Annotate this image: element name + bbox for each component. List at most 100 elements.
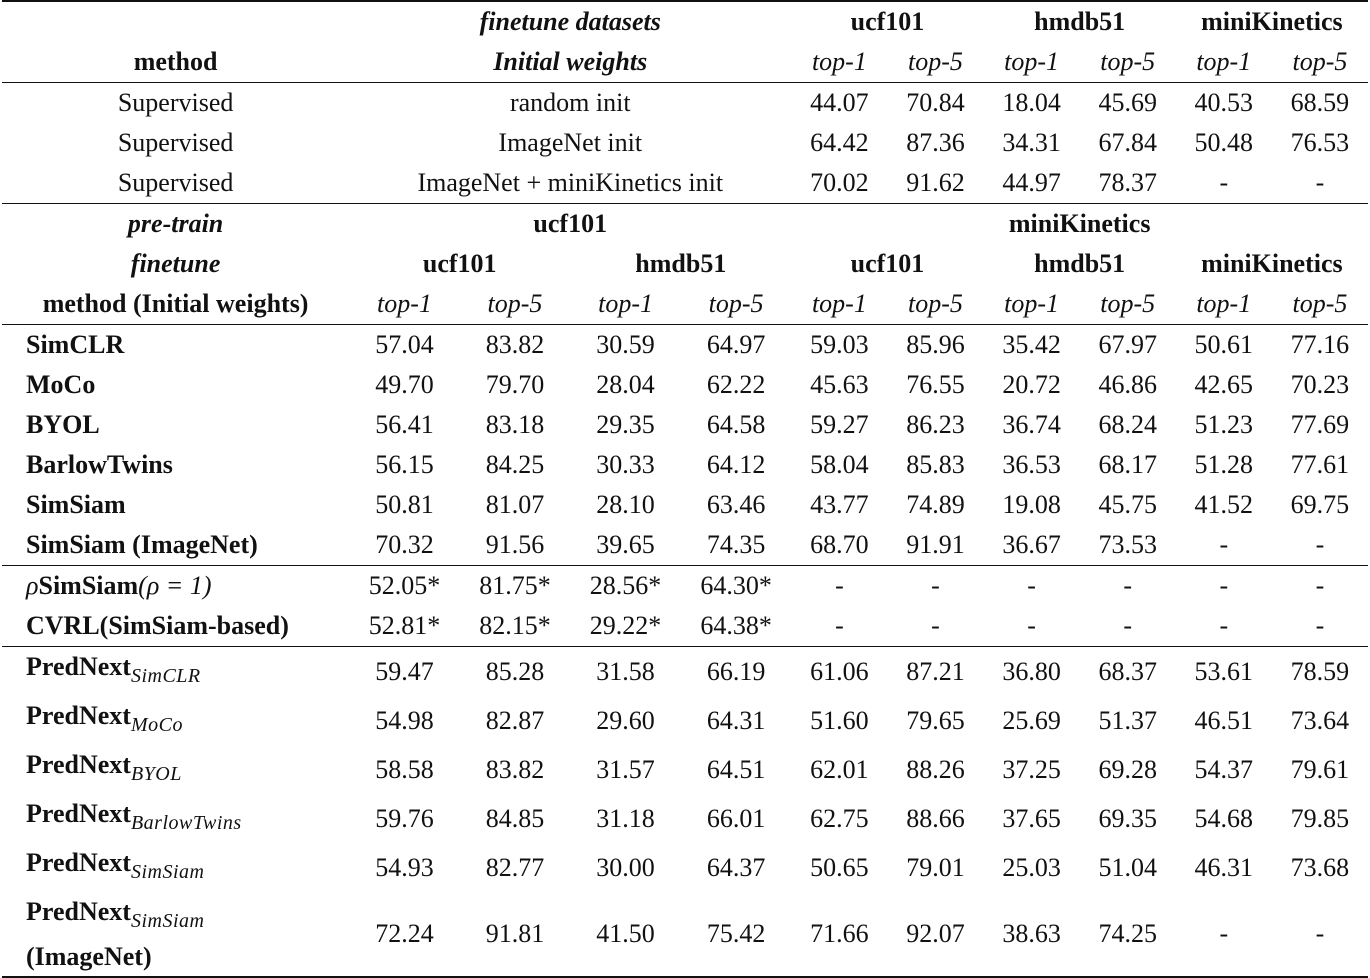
value-cell: - <box>791 565 888 606</box>
value-cell: 87.21 <box>887 646 984 696</box>
metric-header: top-5 <box>1292 289 1348 318</box>
value-cell: - <box>1271 892 1368 978</box>
metric-header: top-1 <box>1004 47 1060 76</box>
value-cell: 56.15 <box>375 450 434 479</box>
value-cell: 76.53 <box>1290 128 1350 157</box>
dataset-group-header: ucf101 <box>791 0 984 42</box>
table-row: SimSiam (ImageNet) 70.32 91.56 39.65 74.35 68… <box>2 525 1368 566</box>
table-row: Supervised ImageNet init 64.42 87.36 34.31 67… <box>2 123 1368 163</box>
value-cell: 54.98 <box>375 705 434 735</box>
value-cell: 36.67 <box>1002 530 1061 559</box>
metric-header: top-5 <box>1100 47 1156 76</box>
value-cell: - <box>1027 611 1036 640</box>
method-name: PredNext <box>26 799 131 828</box>
metric-header: top-1 <box>811 289 867 318</box>
value-cell: 63.46 <box>706 490 766 519</box>
value-cell: 79.85 <box>1290 803 1350 833</box>
finetune-datasets-label: finetune datasets <box>349 0 792 42</box>
value-cell: 51.04 <box>1098 852 1157 882</box>
dataset-group-header: miniKinetics <box>1175 0 1368 42</box>
finetune-group-header: ucf101 <box>850 249 925 278</box>
method-cell: PredNextSimSiam (ImageNet) <box>2 892 350 978</box>
value-cell: 36.74 <box>1002 410 1061 439</box>
method-name: CVRL(SimSiam-based) <box>26 611 289 640</box>
value-cell: 79.61 <box>1290 754 1350 784</box>
value-cell: 77.16 <box>1271 324 1368 365</box>
value-cell: 71.66 <box>791 892 888 978</box>
value-cell: 81.75* <box>459 565 571 606</box>
value-cell: 43.77 <box>810 490 869 519</box>
value-cell: 34.31 <box>1002 128 1061 157</box>
table-row: PredNextSimSiam (ImageNet) 72.24 91.81 41.50… <box>2 892 1368 978</box>
method-subscript: BYOL <box>130 763 182 785</box>
value-cell: 51.28 <box>1194 450 1254 479</box>
value-cell: 79.65 <box>906 705 965 735</box>
header-row-metrics: method (Initial weights) top-1 top-5 top-1 t… <box>2 284 1368 325</box>
method-name: PredNext <box>26 750 131 779</box>
table-row: Supervised random init 44.07 70.84 18.04 45.6… <box>2 82 1368 123</box>
value-cell: 77.69 <box>1290 410 1350 439</box>
method-subscript: SimCLR <box>130 665 201 687</box>
value-cell: 76.55 <box>906 370 965 399</box>
value-cell: 42.65 <box>1194 370 1254 399</box>
method-cell: SimCLR <box>2 324 350 365</box>
value-cell: 81.07 <box>485 490 545 519</box>
value-cell: 30.00 <box>596 852 655 882</box>
value-cell: - <box>1219 168 1229 197</box>
value-cell: 18.04 <box>983 82 1080 123</box>
method-cell: PredNextBYOL <box>2 745 349 794</box>
value-cell: 28.56* <box>570 565 681 606</box>
method-name: PredNext <box>26 896 131 926</box>
value-cell: 45.63 <box>810 370 869 399</box>
value-cell: 69.28 <box>1098 754 1157 784</box>
value-cell: 87.36 <box>906 128 965 157</box>
value-cell: 58.58 <box>375 754 434 784</box>
value-cell: 84.25 <box>485 450 545 479</box>
table-row: Supervised ImageNet + miniKinetics init 70… <box>2 163 1368 204</box>
value-cell: 56.41 <box>375 410 434 439</box>
header-row-datasets: finetune datasets ucf101 hmdb51 miniKinetic… <box>2 0 1368 42</box>
table-row: MoCo 49.70 79.70 28.04 62.22 45.63 76.55 20.72 4… <box>2 365 1368 405</box>
value-cell: 69.35 <box>1098 803 1157 833</box>
value-cell: 70.23 <box>1290 370 1350 399</box>
value-cell: 67.97 <box>1079 324 1176 365</box>
value-cell: - <box>1315 611 1325 640</box>
value-cell: 44.07 <box>791 82 888 123</box>
value-cell: 50.48 <box>1194 128 1254 157</box>
value-cell: - <box>1271 565 1368 606</box>
value-cell: 20.72 <box>1002 370 1061 399</box>
method-cell: Supervised <box>117 128 234 157</box>
value-cell: 50.65 <box>810 852 869 882</box>
header-row-pretrain: pre-train ucf101 miniKinetics <box>2 203 1368 244</box>
metric-header: top-1 <box>377 289 432 318</box>
value-cell: - <box>1175 565 1272 606</box>
value-cell: 70.32 <box>375 530 434 559</box>
value-cell: - <box>1079 565 1176 606</box>
method-suffix: (ρ = 1) <box>138 571 212 600</box>
value-cell: 70.84 <box>887 82 984 123</box>
metric-header: top-1 <box>598 289 653 318</box>
value-cell: 30.59 <box>570 324 681 365</box>
value-cell: 46.86 <box>1098 370 1157 399</box>
value-cell: 84.85 <box>485 803 545 833</box>
init-cell: ImageNet init <box>498 128 643 157</box>
value-cell: 40.53 <box>1175 82 1272 123</box>
method-header: method (Initial weights) <box>42 289 309 318</box>
value-cell: 45.75 <box>1098 490 1157 519</box>
value-cell: 92.07 <box>887 892 984 978</box>
value-cell: 30.33 <box>596 450 655 479</box>
value-cell: 29.60 <box>596 705 655 735</box>
value-cell: 73.68 <box>1290 852 1350 882</box>
value-cell: 91.81 <box>459 892 571 978</box>
value-cell: 51.37 <box>1098 705 1157 735</box>
value-cell: 66.19 <box>680 646 792 696</box>
value-cell: 57.04 <box>349 324 460 365</box>
metric-header: top-1 <box>1196 47 1252 76</box>
value-cell: 64.42 <box>810 128 869 157</box>
value-cell: 78.37 <box>1098 168 1157 197</box>
method-cell: CVRL(SimSiam-based) <box>2 606 349 647</box>
metric-header: top-1 <box>1196 289 1252 318</box>
method-cell: PredNextBarlowTwins <box>2 794 349 843</box>
value-cell: 82.87 <box>485 705 545 735</box>
metric-header: top-5 <box>908 47 963 76</box>
